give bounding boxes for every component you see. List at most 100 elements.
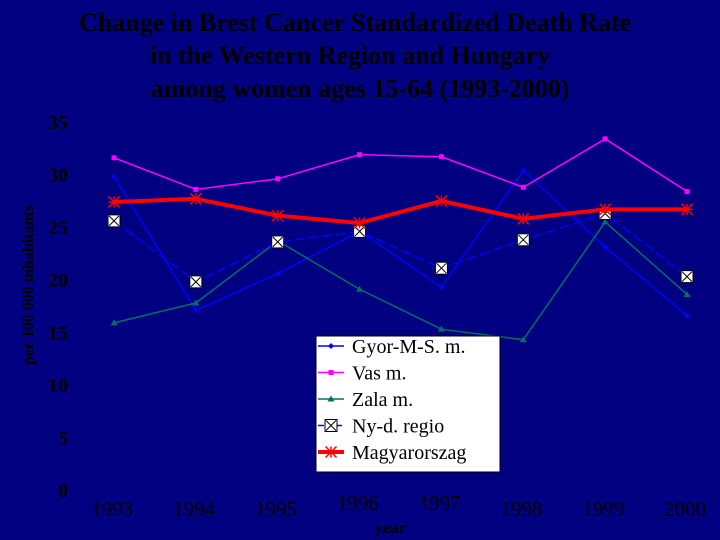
data-point bbox=[353, 216, 366, 230]
series-2 bbox=[111, 136, 690, 194]
data-point bbox=[435, 194, 448, 207]
data-point bbox=[192, 307, 199, 314]
legend-item: Magyarorszag bbox=[318, 442, 466, 464]
x-axis-title: year bbox=[374, 518, 407, 537]
marker-stroke bbox=[107, 195, 121, 208]
marker-stroke bbox=[680, 203, 694, 216]
marker-cross bbox=[517, 234, 529, 246]
legend-label: Gyor-M-S. m. bbox=[352, 336, 466, 358]
x-tick-label: 2000 bbox=[664, 497, 706, 521]
chart-title-line-3: among women ages 15-64 (1993-2000) bbox=[150, 74, 570, 103]
data-point bbox=[438, 284, 445, 291]
legend-label: Zala m. bbox=[352, 389, 413, 411]
data-point bbox=[602, 136, 608, 142]
data-point bbox=[683, 290, 691, 297]
series-line bbox=[113, 212, 688, 283]
marker-stroke bbox=[271, 209, 284, 222]
marker-cross bbox=[190, 276, 202, 288]
marker-cross bbox=[354, 226, 365, 237]
data-point bbox=[357, 152, 363, 158]
data-point bbox=[680, 203, 694, 216]
marker-stroke bbox=[189, 192, 202, 205]
data-point bbox=[111, 173, 117, 180]
data-point bbox=[111, 155, 117, 161]
marker-cross bbox=[681, 271, 693, 282]
legend-marker bbox=[324, 445, 338, 459]
data-point bbox=[517, 212, 530, 225]
chart-title-line-1: Change in Brest Cancer Standardized Deat… bbox=[78, 8, 632, 37]
data-point bbox=[680, 270, 694, 284]
data-point bbox=[189, 192, 202, 205]
marker-stroke bbox=[599, 203, 612, 216]
y-axis-title: per 100 000 inhabitants bbox=[20, 205, 37, 365]
data-point bbox=[271, 235, 285, 249]
y-tick-label: 15 bbox=[48, 322, 68, 344]
legend-label: Ny-d. regio bbox=[352, 416, 444, 438]
y-tick-label: 5 bbox=[58, 427, 68, 449]
legend-label: Vas m. bbox=[352, 363, 406, 385]
data-point bbox=[684, 312, 690, 319]
data-point bbox=[275, 176, 281, 182]
data-point bbox=[192, 299, 200, 306]
data-point bbox=[434, 261, 448, 275]
legend-item: Ny-d. regio bbox=[318, 416, 444, 438]
data-point bbox=[107, 214, 121, 228]
data-point bbox=[437, 325, 445, 332]
data-point bbox=[193, 186, 199, 192]
data-point bbox=[520, 167, 527, 174]
y-tick-label: 30 bbox=[48, 165, 68, 187]
marker-cross bbox=[108, 215, 120, 227]
legend-label: Magyarorszag bbox=[352, 442, 466, 464]
series-line bbox=[113, 221, 688, 341]
data-point bbox=[519, 336, 527, 343]
data-point bbox=[438, 154, 444, 160]
x-tick-label: 1998 bbox=[500, 497, 542, 521]
data-point bbox=[356, 285, 364, 292]
marker-stroke bbox=[324, 445, 338, 459]
legend-marker bbox=[324, 419, 338, 432]
data-point bbox=[516, 233, 530, 247]
x-tick-label: 1995 bbox=[255, 497, 297, 521]
y-tick-label: 0 bbox=[58, 480, 68, 502]
data-point bbox=[599, 203, 612, 216]
series-line bbox=[113, 138, 688, 193]
legend-marker bbox=[327, 395, 335, 402]
series-line bbox=[113, 196, 687, 225]
data-point bbox=[274, 270, 281, 277]
marker-stroke bbox=[435, 194, 448, 207]
data-point bbox=[271, 209, 284, 222]
series-line bbox=[113, 169, 688, 317]
series-1 bbox=[111, 167, 690, 319]
marker-cross bbox=[436, 262, 447, 274]
marker-cross bbox=[325, 420, 337, 431]
legend-marker bbox=[328, 343, 334, 349]
legend-marker bbox=[328, 370, 334, 375]
chart-title-line-2: in the Western Region and Hungary bbox=[149, 41, 551, 70]
series-4 bbox=[107, 207, 694, 289]
legend-item: Vas m. bbox=[318, 363, 406, 385]
x-tick-label: 1994 bbox=[173, 497, 216, 521]
x-tick-label: 1999 bbox=[582, 497, 624, 521]
marker-stroke bbox=[517, 212, 530, 225]
legend-box bbox=[315, 335, 501, 473]
series-3 bbox=[110, 218, 691, 343]
data-point bbox=[107, 195, 121, 208]
y-tick-label: 10 bbox=[48, 375, 68, 397]
y-tick-label: 35 bbox=[48, 112, 68, 134]
data-point bbox=[189, 275, 203, 289]
legend: Gyor-M-S. m. Vas m. Zala m. Ny-d. regio Magy… bbox=[315, 335, 501, 473]
x-tick-label: 1997 bbox=[418, 491, 460, 515]
marker-cross bbox=[272, 236, 284, 248]
x-tick-label: 1993 bbox=[91, 497, 133, 521]
legend-item: Gyor-M-S. m. bbox=[318, 336, 466, 358]
data-point bbox=[110, 319, 118, 326]
data-point bbox=[601, 218, 609, 225]
marker-stroke bbox=[353, 216, 366, 230]
data-point bbox=[520, 184, 526, 190]
data-point bbox=[602, 244, 609, 251]
data-point bbox=[684, 188, 690, 194]
y-tick-label: 25 bbox=[48, 217, 68, 239]
y-tick-label: 20 bbox=[48, 270, 68, 292]
x-tick-label: 1996 bbox=[337, 491, 379, 515]
